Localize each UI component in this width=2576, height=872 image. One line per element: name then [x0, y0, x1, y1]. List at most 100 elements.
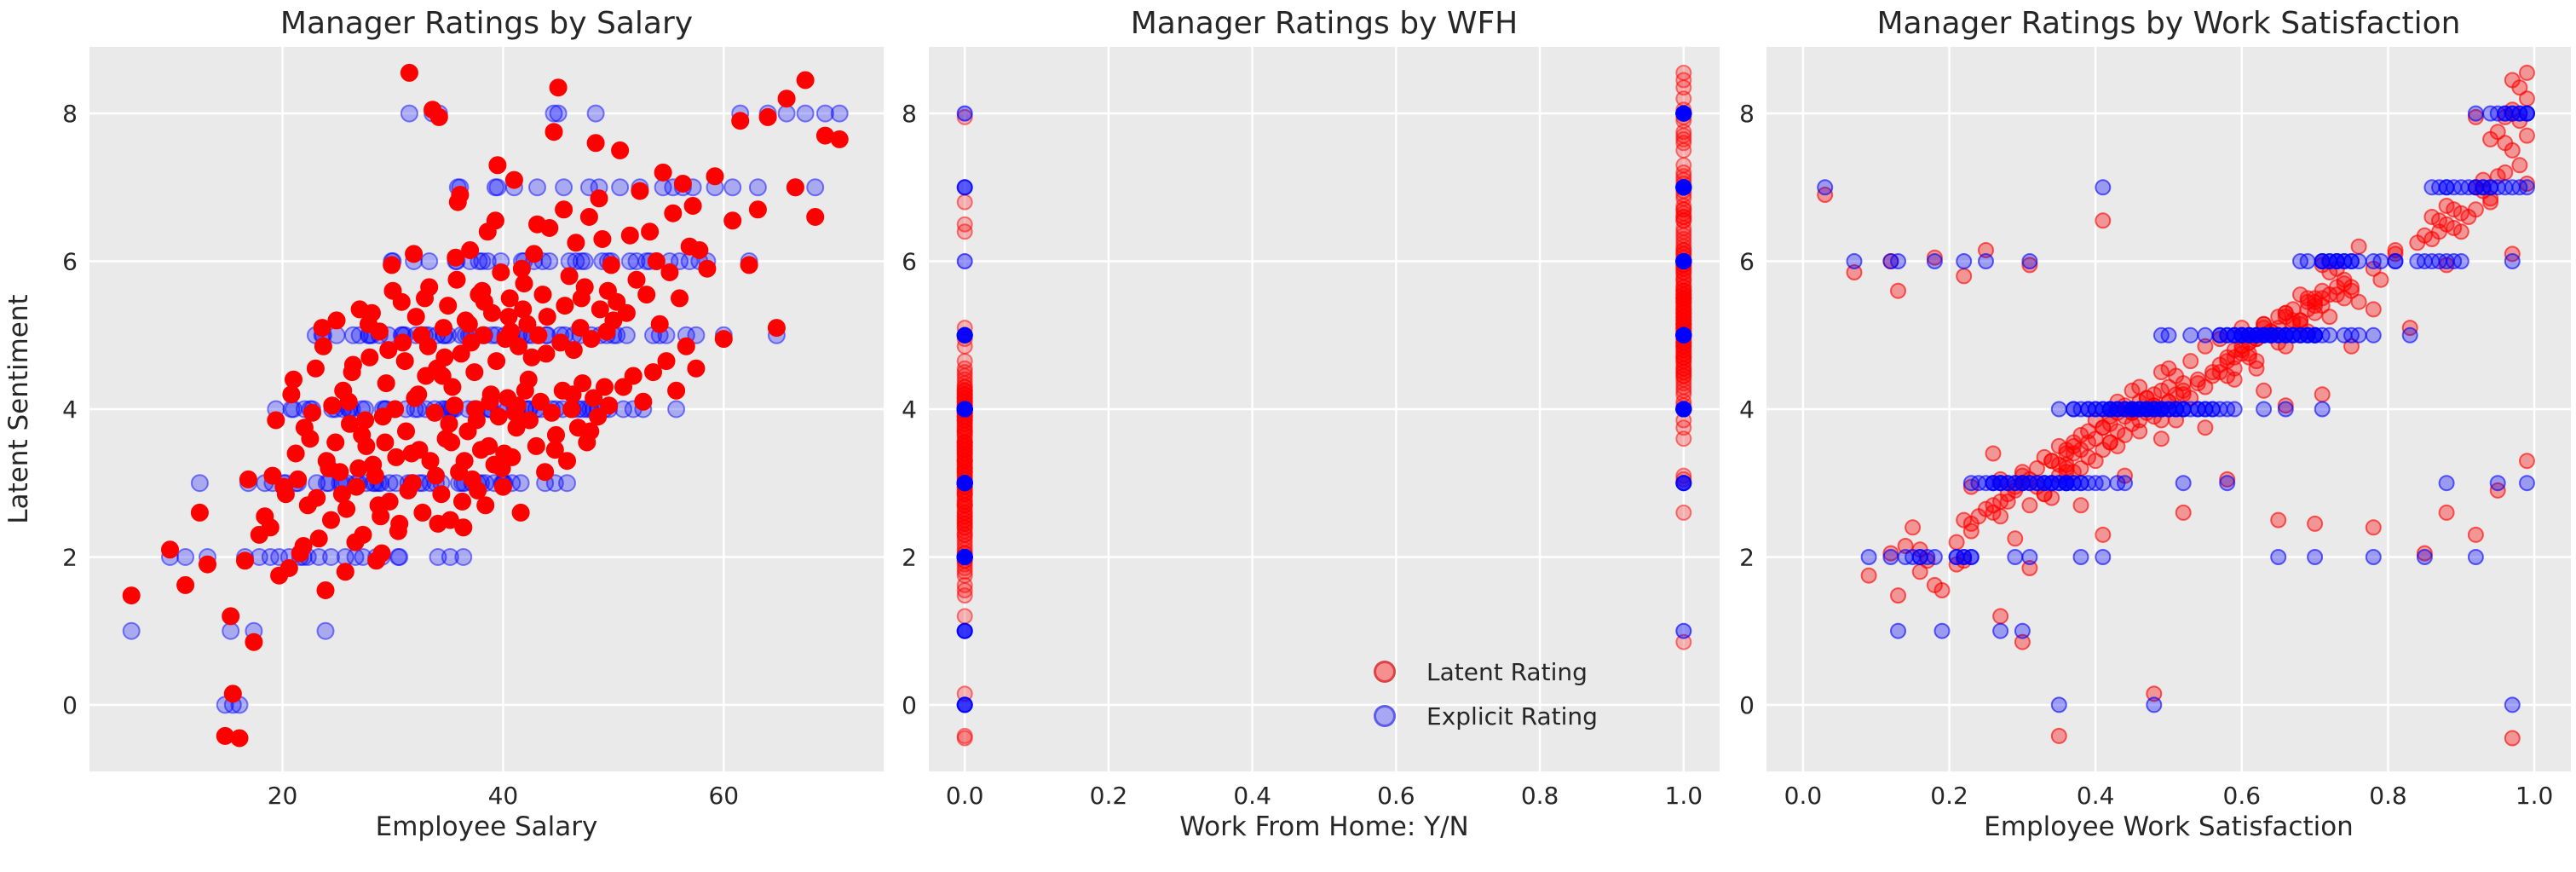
latent-rating-point: [493, 477, 512, 496]
explicit-rating-point: [478, 252, 497, 270]
explicit-rating-point: [454, 548, 473, 566]
latent-rating-point: [429, 514, 447, 533]
latent-rating-point: [2482, 130, 2499, 147]
latent-rating-point: [589, 407, 608, 426]
latent-rating-point: [443, 378, 462, 396]
latent-rating-point: [279, 559, 298, 577]
latent-rating-point: [2160, 360, 2177, 377]
explicit-rating-point: [748, 178, 767, 197]
latent-rating-point: [956, 364, 973, 381]
latent-rating-point: [519, 370, 538, 389]
x-tick-label: 0.2: [1090, 782, 1128, 810]
explicit-rating-point: [2489, 179, 2506, 196]
explicit-rating-point: [2080, 401, 2097, 418]
latent-rating-point: [545, 123, 563, 141]
latent-rating-marker-icon: [1374, 661, 1396, 683]
latent-rating-point: [322, 511, 340, 529]
latent-rating-point: [956, 730, 973, 747]
explicit-rating-point: [270, 548, 289, 566]
latent-rating-point: [387, 448, 406, 466]
latent-rating-point: [349, 459, 368, 477]
explicit-rating-point: [2307, 326, 2324, 344]
latent-rating-point: [309, 529, 328, 548]
latent-rating-point: [2519, 127, 2535, 144]
latent-rating-point: [2021, 497, 2038, 514]
explicit-rating-point: [2489, 475, 2506, 492]
latent-rating-point: [527, 436, 545, 455]
latent-rating-point: [515, 274, 533, 293]
latent-rating-point: [339, 392, 358, 411]
latent-rating-point: [1675, 315, 1692, 332]
latent-rating-point: [508, 396, 527, 415]
latent-rating-point: [176, 575, 195, 594]
latent-rating-point: [2321, 309, 2338, 326]
latent-rating-point: [956, 453, 973, 470]
x-tick-label: 0.4: [1233, 782, 1271, 810]
latent-rating-point: [2146, 685, 2163, 702]
explicit-rating-point: [2504, 105, 2521, 122]
explicit-rating-point: [420, 252, 439, 270]
explicit-rating-point: [558, 474, 576, 493]
latent-rating-point: [2519, 90, 2535, 107]
latent-rating-point: [317, 452, 336, 471]
latent-rating-point: [343, 363, 361, 382]
latent-rating-point: [2504, 72, 2521, 89]
latent-rating-point: [336, 563, 354, 581]
latent-rating-point: [1890, 587, 1906, 604]
latent-rating-point: [529, 326, 548, 344]
latent-rating-point: [806, 208, 825, 226]
explicit-rating-point: [2189, 401, 2206, 418]
latent-rating-point: [2277, 397, 2294, 414]
latent-rating-point: [654, 163, 672, 182]
x-tick-label: 0.0: [946, 782, 984, 810]
latent-rating-point: [1675, 90, 1692, 107]
explicit-rating-point: [429, 548, 447, 566]
latent-rating-point: [1675, 367, 1692, 384]
explicit-rating-point: [2072, 475, 2089, 492]
latent-rating-point: [2365, 301, 2382, 318]
latent-rating-point: [267, 411, 285, 430]
latent-rating-point: [590, 189, 608, 208]
explicit-rating-point: [2431, 253, 2447, 269]
latent-rating-point: [673, 175, 692, 193]
y-tick-label: 2: [1739, 543, 1755, 571]
latent-rating-point: [2446, 220, 2463, 236]
explicit-rating-point: [2160, 326, 2177, 344]
explicit-rating-point: [815, 104, 834, 123]
latent-rating-point: [956, 223, 973, 240]
latent-rating-point: [2365, 519, 2382, 536]
latent-rating-point: [2292, 286, 2308, 303]
latent-rating-point: [406, 308, 425, 326]
latent-rating-point: [2438, 257, 2455, 274]
latent-rating-point: [2197, 419, 2214, 436]
latent-rating-point: [2021, 257, 2038, 274]
latent-rating-point: [405, 245, 424, 263]
latent-rating-point: [500, 289, 519, 308]
explicit-rating-point: [2014, 475, 2031, 492]
latent-rating-point: [620, 226, 639, 245]
latent-rating-point: [1956, 552, 1973, 569]
latent-rating-point: [2519, 453, 2535, 470]
latent-rating-point: [758, 107, 777, 126]
explicit-rating-point: [176, 548, 195, 566]
latent-rating-point: [545, 441, 564, 459]
x-tick-label: 1.0: [1665, 782, 1703, 810]
x-tick-label: 0.8: [1521, 782, 1559, 810]
latent-rating-point: [2036, 486, 2053, 503]
explicit-rating-point: [2146, 696, 2163, 713]
latent-rating-point: [245, 632, 263, 651]
explicit-rating-point: [2519, 179, 2535, 196]
latent-rating-point: [956, 493, 973, 510]
latent-rating-point: [647, 252, 666, 270]
latent-rating-point: [560, 267, 579, 286]
latent-rating-point: [263, 466, 282, 485]
latent-rating-point: [2511, 157, 2528, 174]
latent-rating-point: [1985, 497, 2002, 514]
explicit-rating-point: [806, 178, 825, 197]
y-tick-label: 8: [902, 100, 917, 128]
explicit-rating-point: [2482, 105, 2499, 122]
latent-rating-point: [372, 507, 390, 526]
latent-rating-point: [360, 348, 379, 367]
latent-rating-point: [2423, 209, 2441, 225]
latent-rating-point: [489, 407, 508, 426]
